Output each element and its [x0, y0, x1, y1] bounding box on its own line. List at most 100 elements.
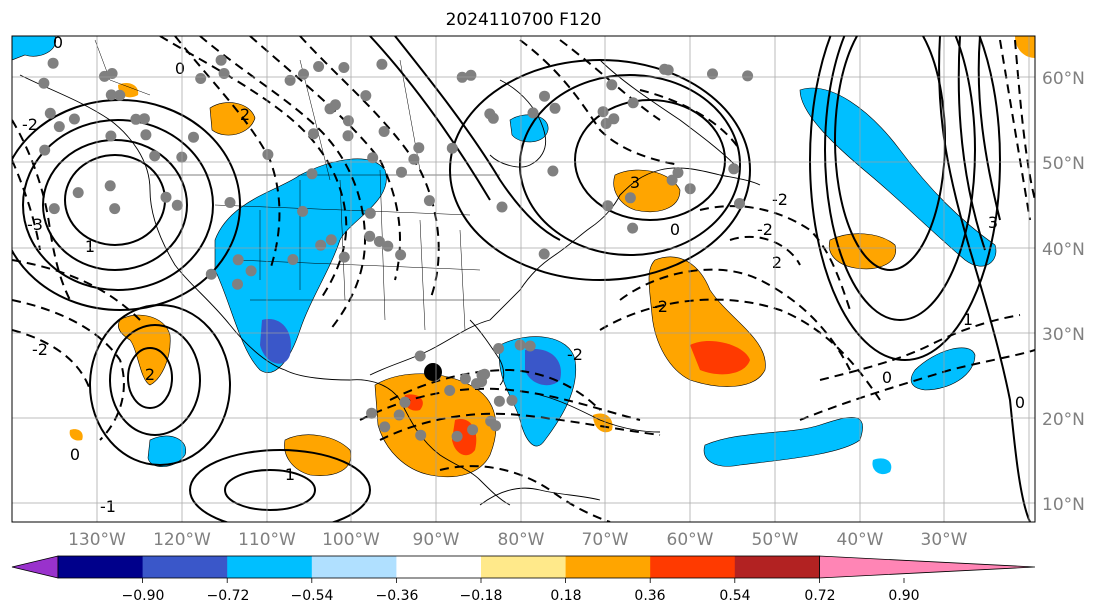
- station-dot: [446, 142, 458, 154]
- station-dot: [284, 74, 296, 86]
- station-dot: [373, 236, 385, 247]
- colorbar-tick-label: −0.36: [376, 588, 419, 604]
- station-dot: [342, 130, 354, 142]
- contour-label: -1: [100, 497, 116, 516]
- station-dot: [109, 203, 121, 215]
- station-dot: [393, 409, 405, 421]
- station-dot: [547, 165, 559, 177]
- contour-label: 0: [1015, 393, 1025, 412]
- station-dot: [413, 142, 425, 154]
- station-dot: [298, 68, 309, 80]
- station-dot: [734, 198, 745, 209]
- map-frame: [11, 35, 1036, 523]
- station-dot: [44, 107, 56, 119]
- contour-label: -3: [27, 215, 43, 234]
- station-dot: [262, 149, 274, 160]
- station-dot: [666, 174, 678, 186]
- station-dot: [47, 57, 59, 69]
- station-dot: [506, 394, 518, 406]
- station-dot: [360, 90, 372, 102]
- station-dot: [672, 167, 684, 179]
- station-dot: [53, 121, 65, 133]
- station-dot: [130, 113, 142, 125]
- station-dot: [138, 113, 150, 125]
- station-dot: [367, 152, 379, 164]
- station-dots: [38, 54, 754, 442]
- station-dot: [376, 58, 388, 70]
- station-dot: [48, 203, 60, 215]
- station-dot: [160, 191, 172, 203]
- station-dot: [608, 113, 620, 125]
- coastlines: [19, 59, 761, 506]
- colorbar: [11, 555, 1036, 583]
- colorbar-tick-label: 0.90: [888, 588, 919, 604]
- contour-label: -2: [32, 340, 48, 359]
- colorbar-tick-label: −0.72: [207, 588, 250, 604]
- station-dot: [527, 107, 539, 119]
- station-dot: [114, 89, 126, 101]
- lon-tick-label: 120°W: [153, 530, 211, 550]
- contour-label: 1: [85, 237, 95, 256]
- station-dot: [396, 166, 407, 178]
- station-dot: [485, 415, 497, 427]
- contour-label: 0: [670, 220, 680, 239]
- station-dot: [538, 248, 550, 260]
- lon-tick-label: 30°W: [921, 530, 968, 550]
- colorbar-tick-label: −0.18: [460, 588, 503, 604]
- lat-tick-label: 40°N: [1042, 240, 1085, 260]
- colorbar-outline: [57, 555, 820, 579]
- contour-label: 2: [240, 105, 250, 124]
- station-dot: [493, 395, 505, 407]
- location-marker: [424, 363, 442, 381]
- station-dot: [539, 90, 550, 102]
- colorbar-segment: [650, 556, 736, 578]
- lon-tick-label: 60°W: [667, 530, 714, 550]
- station-dot: [493, 343, 505, 354]
- lat-tick-labels: 10°N 20°N 30°N 40°N 50°N 60°N: [1042, 69, 1085, 515]
- station-dot: [444, 385, 456, 396]
- lon-tick-label: 100°W: [322, 530, 380, 550]
- contour-label: 1: [963, 310, 973, 329]
- station-dot: [232, 254, 244, 266]
- lat-tick-label: 20°N: [1042, 410, 1085, 430]
- station-dot: [476, 376, 488, 388]
- contour-label: -2: [772, 190, 788, 209]
- lon-tick-label: 110°W: [238, 530, 296, 550]
- station-dot: [465, 69, 477, 81]
- station-dot: [423, 195, 435, 207]
- colorbar-segment: [227, 556, 313, 578]
- station-dot: [232, 278, 243, 290]
- station-dot: [195, 73, 207, 84]
- colorbar-segment: [565, 556, 651, 578]
- lon-tick-labels: 130°W 120°W 110°W 100°W 90°W 80°W 70°W 6…: [68, 530, 968, 550]
- station-dot: [224, 197, 236, 208]
- station-dot: [105, 89, 117, 101]
- station-dot: [39, 144, 51, 156]
- station-dot: [297, 205, 309, 217]
- station-dot: [99, 70, 110, 82]
- station-dot: [104, 180, 116, 192]
- station-dot: [378, 126, 390, 137]
- contour-label: 1: [285, 465, 295, 484]
- station-dot: [306, 168, 318, 180]
- colorbar-segment: [142, 556, 228, 578]
- contour-label: 2: [772, 253, 782, 272]
- station-dot: [140, 129, 152, 141]
- station-dot: [496, 201, 508, 213]
- station-dot: [624, 192, 636, 204]
- station-dot: [364, 230, 376, 242]
- station-dot: [218, 68, 230, 79]
- colorbar-extend-min: [11, 555, 59, 579]
- colorbar-tick-label: 0.18: [550, 588, 581, 604]
- contour-label: -2: [757, 220, 773, 239]
- station-dot: [188, 131, 199, 143]
- station-dot: [329, 99, 341, 111]
- map-title: 2024110700 F120: [445, 10, 602, 30]
- lon-tick-label: 50°W: [752, 530, 799, 550]
- station-dot: [484, 108, 496, 120]
- station-dot: [395, 249, 407, 261]
- lat-tick-label: 50°N: [1042, 154, 1085, 174]
- colorbar-extend-max: [819, 555, 1036, 579]
- contour-label: -2: [652, 297, 668, 316]
